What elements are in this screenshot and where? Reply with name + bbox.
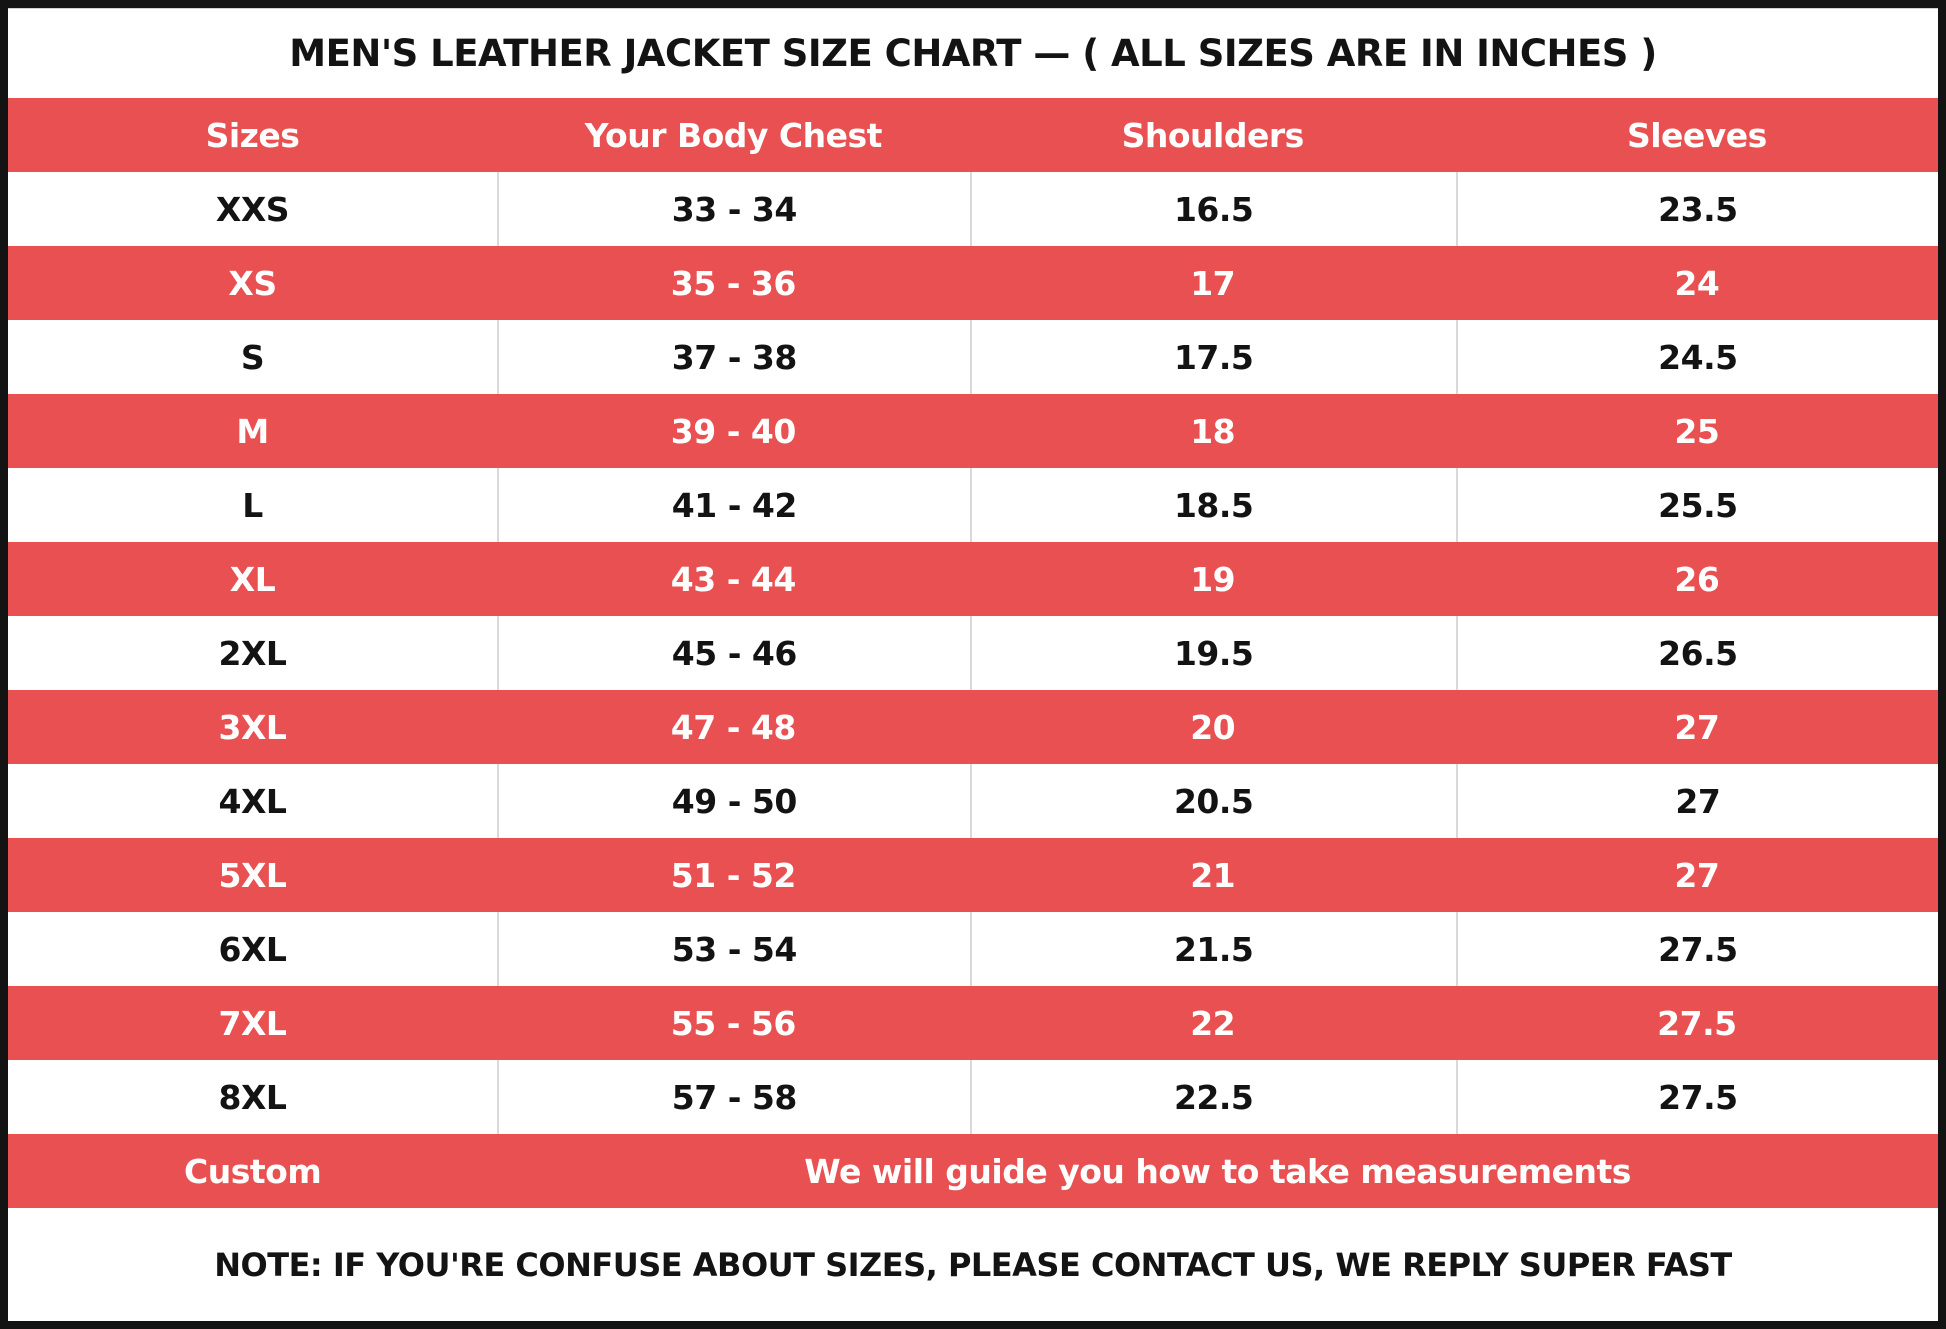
size-label: M (236, 411, 269, 451)
size-label: L (242, 485, 263, 525)
size-label: S (240, 337, 265, 377)
shoulders-value: 20.5 (969, 764, 1456, 838)
custom-size-label: Custom (184, 1151, 322, 1191)
shoulders-value: 20 (1190, 707, 1236, 747)
sleeves-value: 26.5 (1455, 616, 1938, 690)
shoulders-value: 17.5 (969, 320, 1456, 394)
chest-value: 45 - 46 (497, 616, 970, 690)
note-row: NOTE: IF YOU'RE CONFUSE ABOUT SIZES, PLE… (8, 1208, 1938, 1321)
column-header-sleeves: Sleeves (1626, 115, 1767, 155)
shoulders-value: 21 (1190, 855, 1236, 895)
chest-value: 51 - 52 (670, 855, 797, 895)
chest-value: 55 - 56 (670, 1003, 797, 1043)
chest-value: 41 - 42 (497, 468, 970, 542)
table-row-custom: Custom We will guide you how to take mea… (8, 1134, 1938, 1208)
column-header-sizes: Sizes (205, 115, 300, 155)
sleeves-value: 25.5 (1455, 468, 1938, 542)
size-label: 2XL (218, 633, 287, 673)
table-row-5xl: 5XL 51 - 52 21 27 (8, 838, 1938, 912)
shoulders-value: 19.5 (969, 616, 1456, 690)
chest-value: 53 - 54 (497, 912, 970, 986)
shoulders-value: 22.5 (969, 1060, 1456, 1134)
sleeves-value: 27 (1674, 855, 1720, 895)
table-row-6xl: 6XL 53 - 54 21.5 27.5 (8, 912, 1938, 986)
sleeves-value: 27.5 (1455, 912, 1938, 986)
chest-value: 37 - 38 (497, 320, 970, 394)
shoulders-value: 19 (1190, 559, 1236, 599)
table-row-8xl: 8XL 57 - 58 22.5 27.5 (8, 1060, 1938, 1134)
table-row-xs: XS 35 - 36 17 24 (8, 246, 1938, 320)
chest-value: 33 - 34 (497, 172, 970, 246)
shoulders-value: 18.5 (969, 468, 1456, 542)
size-label: 4XL (218, 781, 287, 821)
chest-value: 35 - 36 (670, 263, 797, 303)
table-row-2xl: 2XL 45 - 46 19.5 26.5 (8, 616, 1938, 690)
chest-value: 43 - 44 (670, 559, 797, 599)
column-header-chest: Your Body Chest (584, 115, 883, 155)
chest-value: 49 - 50 (497, 764, 970, 838)
size-label: XS (228, 263, 277, 303)
table-header-row: Sizes Your Body Chest Shoulders Sleeves (8, 98, 1938, 172)
table-row-3xl: 3XL 47 - 48 20 27 (8, 690, 1938, 764)
sleeves-value: 24.5 (1455, 320, 1938, 394)
table-row-xxs: XXS 33 - 34 16.5 23.5 (8, 172, 1938, 246)
table-row-l: L 41 - 42 18.5 25.5 (8, 468, 1938, 542)
size-label: 8XL (218, 1077, 287, 1117)
chest-value: 39 - 40 (670, 411, 797, 451)
column-header-shoulders: Shoulders (1121, 115, 1305, 155)
shoulders-value: 22 (1190, 1003, 1236, 1043)
shoulders-value: 17 (1190, 263, 1236, 303)
sleeves-value: 24 (1674, 263, 1720, 303)
size-label: 7XL (218, 1003, 287, 1043)
size-label: 5XL (218, 855, 287, 895)
page-title: MEN'S LEATHER JACKET SIZE CHART — ( ALL … (8, 8, 1938, 98)
table-row-4xl: 4XL 49 - 50 20.5 27 (8, 764, 1938, 838)
size-label: 3XL (218, 707, 287, 747)
sleeves-value: 23.5 (1455, 172, 1938, 246)
shoulders-value: 16.5 (969, 172, 1456, 246)
chest-value: 57 - 58 (497, 1060, 970, 1134)
sleeves-value: 27.5 (1657, 1003, 1737, 1043)
size-label: XL (229, 559, 276, 599)
custom-measurement-message: We will guide you how to take measuremen… (804, 1151, 1631, 1191)
sleeves-value: 27 (1674, 707, 1720, 747)
size-label: XXS (215, 189, 290, 229)
table-row-7xl: 7XL 55 - 56 22 27.5 (8, 986, 1938, 1060)
note-text: NOTE: IF YOU'RE CONFUSE ABOUT SIZES, PLE… (214, 1245, 1732, 1284)
table-row-s: S 37 - 38 17.5 24.5 (8, 320, 1938, 394)
sleeves-value: 27.5 (1455, 1060, 1938, 1134)
chest-value: 47 - 48 (670, 707, 797, 747)
sleeves-value: 27 (1455, 764, 1938, 838)
shoulders-value: 21.5 (969, 912, 1456, 986)
sleeves-value: 26 (1674, 559, 1720, 599)
size-label: 6XL (218, 929, 287, 969)
sleeves-value: 25 (1674, 411, 1720, 451)
table-row-m: M 39 - 40 18 25 (8, 394, 1938, 468)
table-row-xl: XL 43 - 44 19 26 (8, 542, 1938, 616)
shoulders-value: 18 (1190, 411, 1236, 451)
